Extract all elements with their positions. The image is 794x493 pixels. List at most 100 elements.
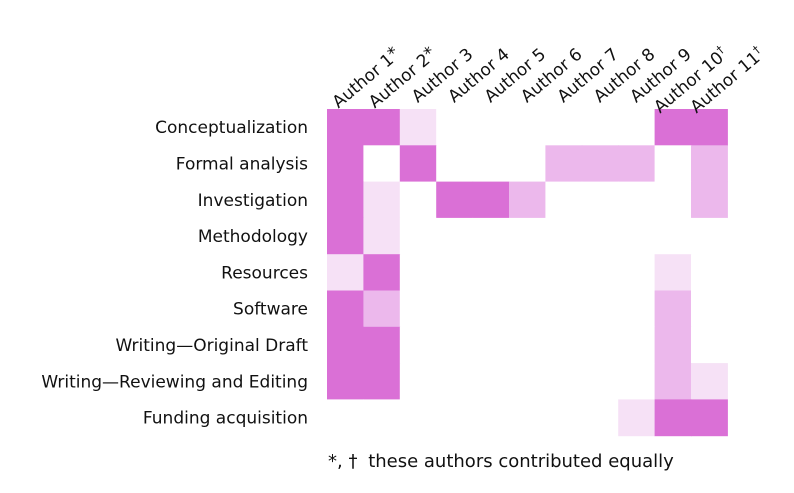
footnote: *, † these authors contributed equally <box>328 451 674 472</box>
heatmap-cell <box>618 181 656 219</box>
heatmap-cell <box>618 254 656 291</box>
heatmap-cell <box>363 145 401 183</box>
row-label: Investigation <box>198 191 308 211</box>
heatmap-cell <box>327 145 364 183</box>
heatmap-cell <box>509 363 546 400</box>
heatmap-cell <box>581 290 619 328</box>
heatmap-cell <box>691 145 728 183</box>
heatmap-cell <box>327 399 364 437</box>
heatmap-cell <box>581 145 619 183</box>
row-label: Writing—Reviewing and Editing <box>41 372 308 392</box>
heatmap-cell <box>472 254 510 291</box>
heatmap-cell <box>654 217 692 255</box>
heatmap-cell <box>327 326 364 364</box>
heatmap-cell <box>363 254 401 291</box>
row-label: Conceptualization <box>155 118 308 138</box>
heatmap-cell <box>363 363 401 400</box>
heatmap-cell <box>509 254 546 291</box>
row-label: Methodology <box>198 227 308 247</box>
heatmap-cell <box>436 145 474 183</box>
heatmap-cell <box>399 399 437 437</box>
heatmap-cell <box>545 290 583 328</box>
heatmap-cell <box>327 181 364 219</box>
heatmap-cell <box>691 181 728 219</box>
heatmap-cell <box>581 181 619 219</box>
heatmap-cell <box>618 326 656 364</box>
heatmap-cell <box>327 254 364 291</box>
heatmap-cell <box>654 290 692 328</box>
heatmap-cell <box>545 109 583 146</box>
heatmap-cell <box>436 399 474 437</box>
heatmap-cell <box>399 326 437 364</box>
heatmap-cell <box>472 181 510 219</box>
heatmap-cell <box>327 290 364 328</box>
row-label: Resources <box>221 263 308 283</box>
heatmap-cell <box>436 217 474 255</box>
heatmap-cell <box>399 145 437 183</box>
heatmap-cell <box>509 399 546 437</box>
heatmap-cell <box>436 254 474 291</box>
heatmap-cell <box>654 254 692 291</box>
heatmap-cell <box>581 326 619 364</box>
heatmap-cell <box>436 109 474 146</box>
row-label: Software <box>233 300 308 320</box>
heatmap-cell <box>472 109 510 146</box>
heatmap-cell <box>472 326 510 364</box>
heatmap-cell <box>581 254 619 291</box>
heatmap-cell <box>472 363 510 400</box>
heatmap-cell <box>363 217 401 255</box>
heatmap-cell <box>618 145 656 183</box>
heatmap-cell <box>436 326 474 364</box>
heatmap-cell <box>327 363 364 400</box>
heatmap-cell <box>399 363 437 400</box>
heatmap-cell <box>581 109 619 146</box>
heatmap-cell <box>472 145 510 183</box>
heatmap-cell <box>436 363 474 400</box>
heatmap-cell <box>654 145 692 183</box>
heatmap-cell <box>509 145 546 183</box>
heatmap-cell <box>363 290 401 328</box>
heatmap-cell <box>654 181 692 219</box>
heatmap-cell <box>545 145 583 183</box>
heatmap-cell <box>618 109 656 146</box>
heatmap-cell <box>509 181 546 219</box>
heatmap-cell <box>363 326 401 364</box>
heatmap-cell <box>472 399 510 437</box>
heatmap-cell <box>691 254 728 291</box>
heatmap-cell <box>581 363 619 400</box>
heatmap-cell <box>654 326 692 364</box>
heatmap-cell <box>509 217 546 255</box>
row-labels: Conceptualization Formal analysis Investig… <box>41 118 308 428</box>
heatmap-cell <box>545 217 583 255</box>
heatmap-cell <box>618 217 656 255</box>
heatmap-cell <box>545 181 583 219</box>
heatmap-cell <box>327 217 364 255</box>
heatmap-cell <box>691 109 728 146</box>
footnote-text: these authors contributed equally <box>368 451 674 472</box>
heatmap-cell <box>618 399 656 437</box>
row-label: Writing—Original Draft <box>116 336 309 356</box>
heatmap-cell <box>436 290 474 328</box>
heatmap-cell <box>691 363 728 400</box>
heatmap-cell <box>654 109 692 146</box>
heatmap-cells <box>327 109 728 437</box>
heatmap-cell <box>581 217 619 255</box>
heatmap-cell <box>654 363 692 400</box>
heatmap-cell <box>509 326 546 364</box>
row-label: Formal analysis <box>176 154 308 174</box>
heatmap-cell <box>399 109 437 146</box>
heatmap-cell <box>327 109 364 146</box>
heatmap-cell <box>691 290 728 328</box>
heatmap-cell <box>509 109 546 146</box>
heatmap-cell <box>399 290 437 328</box>
heatmap-cell <box>618 363 656 400</box>
heatmap-cell <box>545 254 583 291</box>
heatmap-cell <box>363 399 401 437</box>
heatmap-cell <box>691 217 728 255</box>
heatmap-cell <box>545 363 583 400</box>
heatmap-cell <box>399 217 437 255</box>
heatmap-cell <box>691 326 728 364</box>
heatmap-cell <box>654 399 692 437</box>
heatmap-cell <box>399 254 437 291</box>
